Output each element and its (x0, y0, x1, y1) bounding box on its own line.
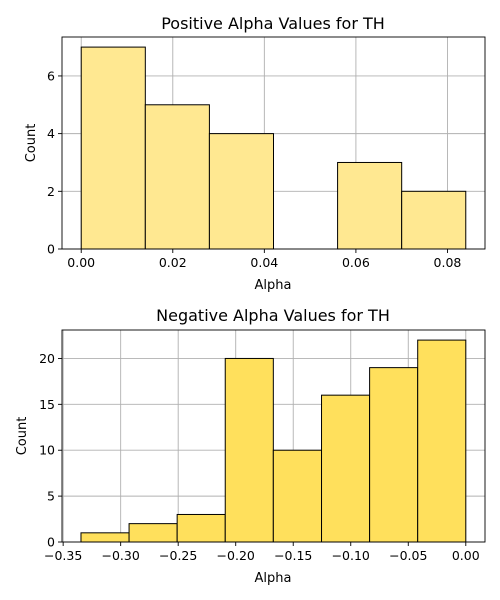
x-tick-label: 0.00 (452, 548, 480, 563)
y-tick-label: 0 (47, 242, 55, 257)
x-tick-label: −0.05 (389, 548, 427, 563)
x-axis-label: Alpha (255, 278, 292, 293)
histogram-bar (337, 161, 403, 250)
y-tick-label: 15 (39, 397, 55, 412)
x-tick-label: 0.06 (342, 255, 370, 270)
y-axis-label: Count (24, 124, 39, 163)
histogram-bar (401, 190, 467, 250)
positive-alpha-panel: Positive Alpha Values for TH 0.00 0.02 0.0… (24, 14, 486, 293)
x-tick-label: −0.25 (159, 548, 197, 563)
x-tick-label: −0.30 (102, 548, 140, 563)
y-tick-label: 0 (47, 535, 55, 550)
y-tick-label: 2 (47, 184, 55, 199)
y-tick-label: 10 (39, 443, 55, 458)
x-axis-label: Alpha (255, 571, 292, 586)
histogram-bar (369, 367, 419, 543)
histogram-bar (321, 394, 371, 543)
chart-title: Negative Alpha Values for TH (156, 306, 390, 325)
x-tick-label: −0.35 (44, 548, 82, 563)
x-tick-label: 0.04 (250, 255, 278, 270)
histogram-bar (208, 133, 274, 250)
histogram-bar (272, 449, 323, 543)
histogram-bar (80, 532, 130, 543)
plot-frame (61, 329, 486, 543)
histogram-bar (128, 523, 178, 543)
x-tick-label: 0.08 (434, 255, 462, 270)
histogram-bar (144, 104, 210, 250)
x-tick-label: 0.02 (159, 255, 187, 270)
plot-frame (61, 36, 486, 250)
histogram-bar (80, 46, 146, 250)
x-tick-label: −0.10 (332, 548, 370, 563)
chart-title: Positive Alpha Values for TH (161, 14, 385, 33)
x-tick-label: −0.20 (217, 548, 255, 563)
y-tick-label: 6 (47, 68, 55, 83)
x-tick-label: 0.00 (67, 255, 95, 270)
negative-alpha-panel: Negative Alpha Values for TH −0.35 −0.30 −… (15, 306, 486, 586)
y-axis-label: Count (15, 417, 30, 456)
y-tick-label: 5 (47, 489, 55, 504)
x-tick-label: −0.15 (274, 548, 312, 563)
histogram-bar (417, 339, 467, 543)
histogram-bar (224, 357, 274, 543)
y-tick-label: 4 (47, 126, 55, 141)
histogram-bar (176, 513, 226, 543)
y-tick-label: 20 (39, 351, 55, 366)
